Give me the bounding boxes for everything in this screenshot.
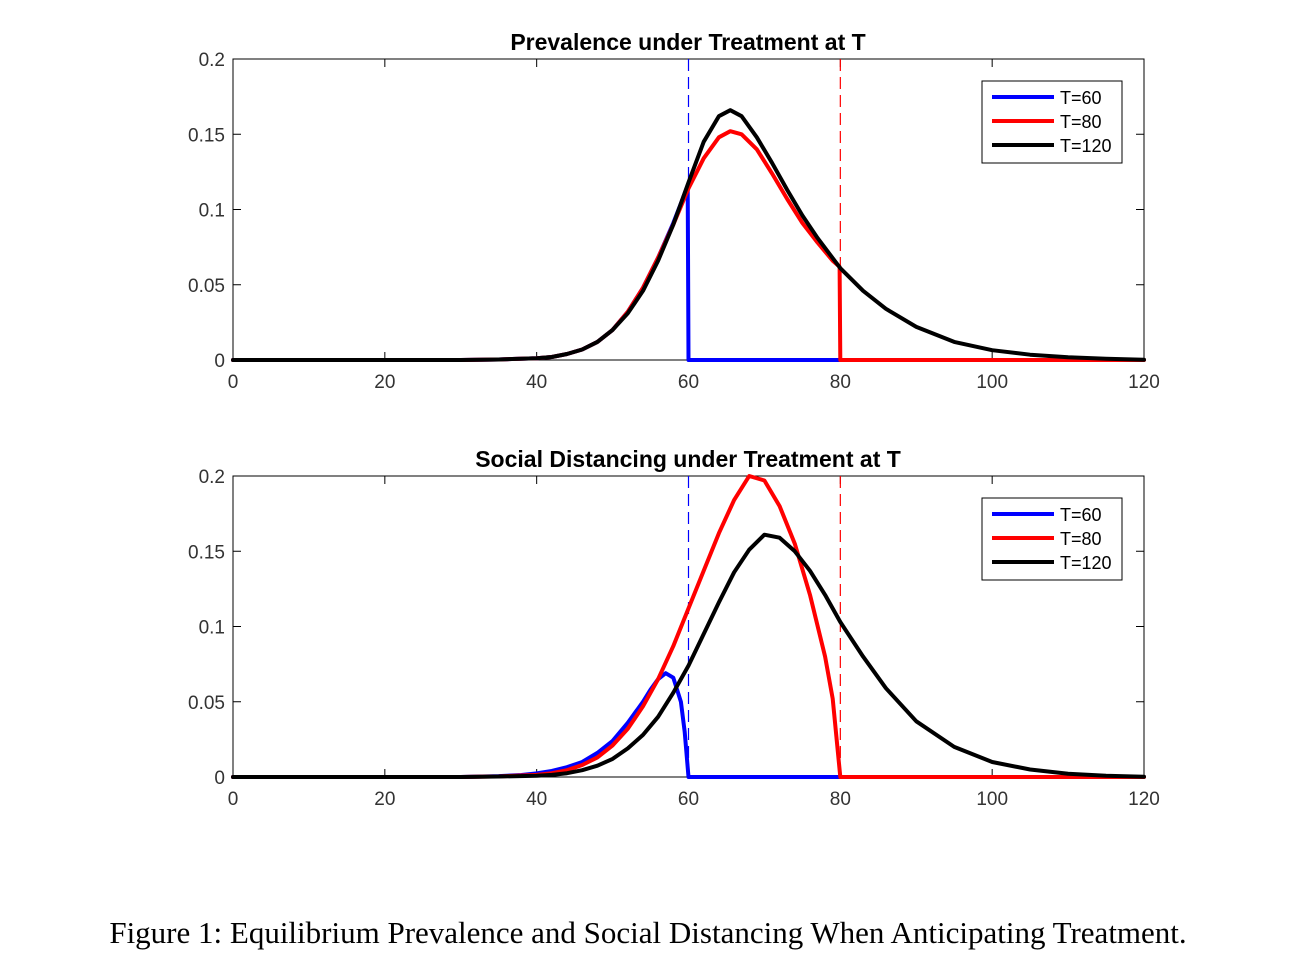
prevalence-ticks: 0 20 40 60 80 100 120 0 0.05 0.1 0.15 0.2 bbox=[188, 50, 1160, 393]
social-distancing-chart-title: Social Distancing under Treatment at T bbox=[475, 446, 901, 472]
prevalence-y-tick-label: 0.2 bbox=[199, 50, 225, 71]
prevalence-x-tick-label: 100 bbox=[976, 372, 1008, 393]
social-distancing-legend: T=60 T=80 T=120 bbox=[981, 497, 1123, 581]
social-distancing-series-line bbox=[231, 671, 843, 779]
prevalence-legend-label: T=60 bbox=[1060, 88, 1102, 108]
figure-caption: Figure 1: Equilibrium Prevalence and Soc… bbox=[109, 915, 1187, 950]
social-distancing-x-tick-label: 60 bbox=[678, 789, 699, 810]
prevalence-x-tick-label: 40 bbox=[526, 372, 547, 393]
social-distancing-y-tick-label: 0.2 bbox=[199, 467, 225, 488]
prevalence-x-tick-label: 80 bbox=[830, 372, 851, 393]
prevalence-treatment-lines bbox=[687, 59, 841, 360]
prevalence-y-tick-label: 0.05 bbox=[188, 276, 225, 297]
social-distancing-x-tick-label: 20 bbox=[374, 789, 395, 810]
social-distancing-y-tick-label: 0.05 bbox=[188, 693, 225, 714]
social-distancing-legend-label: T=80 bbox=[1060, 529, 1102, 549]
prevalence-x-tick-label: 60 bbox=[678, 372, 699, 393]
prevalence-chart-title: Prevalence under Treatment at T bbox=[510, 29, 865, 55]
prevalence-x-tick-label: 0 bbox=[228, 372, 239, 393]
social-distancing-x-tick-label: 100 bbox=[976, 789, 1008, 810]
social-distancing-ticks: 0 20 40 60 80 100 120 0 0.05 0.1 0.15 0.2 bbox=[188, 467, 1160, 810]
prevalence-series-line bbox=[231, 108, 1146, 362]
prevalence-legend-label: T=80 bbox=[1060, 112, 1102, 132]
social-distancing-series bbox=[231, 474, 1146, 779]
prevalence-series-line bbox=[231, 183, 843, 362]
prevalence-chart: Prevalence under Treatment at T 0 20 40 60 8… bbox=[188, 29, 1160, 393]
social-distancing-treatment-lines bbox=[687, 476, 841, 777]
social-distancing-legend-label: T=120 bbox=[1060, 553, 1112, 573]
prevalence-y-tick-label: 0.1 bbox=[199, 201, 225, 222]
prevalence-legend-label: T=120 bbox=[1060, 136, 1112, 156]
social-distancing-legend-label: T=60 bbox=[1060, 505, 1102, 525]
social-distancing-y-tick-label: 0 bbox=[214, 768, 225, 789]
figure-canvas: Prevalence under Treatment at T 0 20 40 60 8… bbox=[188, 29, 1160, 810]
social-distancing-x-tick-label: 120 bbox=[1128, 789, 1160, 810]
prevalence-x-tick-label: 20 bbox=[374, 372, 395, 393]
prevalence-x-tick-label: 120 bbox=[1128, 372, 1160, 393]
social-distancing-y-tick-label: 0.1 bbox=[199, 618, 225, 639]
social-distancing-y-tick-label: 0.15 bbox=[188, 542, 225, 563]
social-distancing-series-line bbox=[231, 532, 1146, 779]
prevalence-y-tick-label: 0 bbox=[214, 351, 225, 372]
social-distancing-chart: Social Distancing under Treatment at T 0… bbox=[188, 446, 1160, 810]
prevalence-y-tick-label: 0.15 bbox=[188, 125, 225, 146]
prevalence-legend: T=60 T=80 T=120 bbox=[981, 80, 1123, 164]
prevalence-series bbox=[231, 108, 1146, 362]
social-distancing-x-tick-label: 80 bbox=[830, 789, 851, 810]
social-distancing-x-tick-label: 40 bbox=[526, 789, 547, 810]
social-distancing-x-tick-label: 0 bbox=[228, 789, 239, 810]
